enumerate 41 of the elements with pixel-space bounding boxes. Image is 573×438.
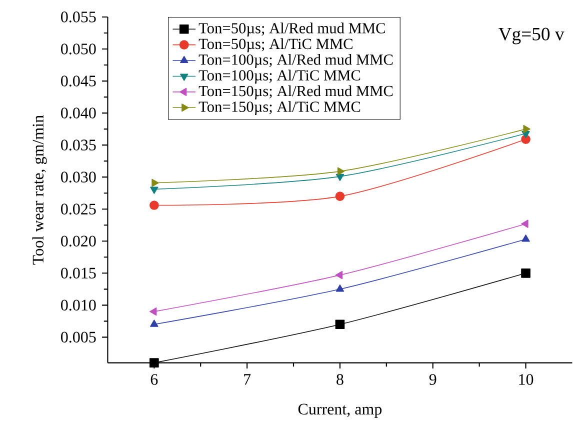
x-tick-label: 9 [429,374,436,385]
point [150,186,158,194]
point [149,200,159,210]
x-tick-label: 7 [244,374,251,385]
point [335,192,345,201]
point [149,307,157,316]
y-tick-label: 0.015 [61,268,96,279]
y-tick-label: 0.005 [61,332,96,343]
point [523,124,530,134]
y-tick-label: 0.030 [61,172,96,183]
legend-label: Ton=150µs; Al/Red mud MMC [198,85,393,100]
x-tick-label: 8 [336,374,344,385]
point [335,270,342,280]
y-tick-label: 0.050 [61,44,96,54]
legend-label: Ton=50µs; Al/TiC MMC [198,38,352,52]
point [337,167,345,176]
point [336,284,344,292]
x-tick-label: 10 [519,374,534,385]
point [149,358,159,368]
point [150,320,158,327]
point [152,178,159,187]
annotation: Vg=50 v [498,28,564,44]
point [522,234,530,242]
x-tick-label: 6 [150,374,158,385]
y-tick-label: 0.055 [61,12,96,22]
legend-label: Ton=100µs; Al/Red mud MMC [198,54,393,68]
x-axis-title: Current, amp [298,404,382,418]
y-axis-title: Tool wear rate, gm/min [32,115,47,265]
y-tick-label: 0.045 [61,76,96,86]
y-tick-label: 0.035 [61,140,96,151]
y-tick-label: 0.020 [61,236,96,247]
point [335,320,345,330]
y-tick-label: 0.025 [61,204,96,215]
legend-label: Ton=50µs; Al/Red mud MMC [198,22,385,36]
legend-label: Ton=100µs; Al/TiC MMC [198,70,360,84]
point [521,220,528,228]
y-tick-label: 0.040 [61,108,96,118]
point [336,174,344,182]
legend-label: Ton=150µs; Al/TiC MMC [198,101,360,116]
point [521,268,530,278]
y-tick-label: 0.010 [61,300,96,311]
